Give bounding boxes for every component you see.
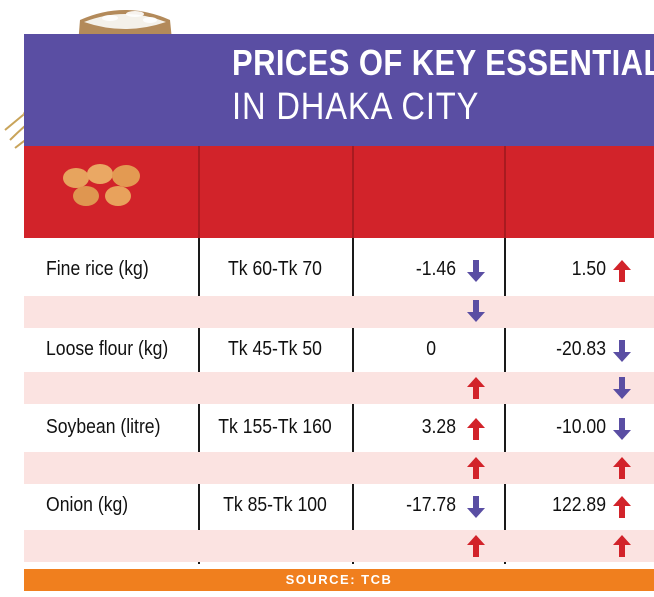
arrow-up-icon: [467, 377, 485, 399]
arrow-down-icon: [613, 377, 631, 399]
item-label-soybean: Soybean (litre): [46, 416, 161, 438]
title-line-1: PRICES OF KEY ESSENTIALS: [232, 42, 654, 83]
arrow-down-icon: [467, 300, 485, 322]
item-label-loose-flour: Loose flour (kg): [46, 338, 169, 360]
arrow-up-icon: [613, 260, 631, 282]
change2-soybean: -10.00: [556, 416, 606, 438]
price-fine-rice: Tk 60-Tk 70: [228, 258, 322, 280]
source-band: SOURCE: TCB: [24, 569, 654, 591]
column-divider-2: [352, 150, 354, 564]
source-text: SOURCE: TCB: [285, 572, 393, 587]
change1-soybean: 3.28: [421, 416, 456, 438]
header-divider-3: [504, 146, 506, 238]
arrow-up-icon: [613, 457, 631, 479]
change1-fine-rice: -1.46: [415, 258, 456, 280]
header-divider-1: [198, 146, 200, 238]
header-divider-2: [352, 146, 354, 238]
price-loose-flour: Tk 45-Tk 50: [228, 338, 322, 360]
arrow-down-icon: [613, 418, 631, 440]
change2-fine-rice: 1.50: [571, 258, 606, 280]
eggs-icon: [63, 164, 140, 206]
price-soybean: Tk 155-Tk 160: [218, 416, 332, 438]
title-line-2: IN DHAKA CITY: [232, 86, 480, 128]
item-label-onion: Onion (kg): [46, 494, 129, 516]
arrow-up-icon: [467, 418, 485, 440]
change1-onion: -17.78: [406, 494, 456, 516]
arrow-down-icon: [467, 496, 485, 518]
item-label-fine-rice: Fine rice (kg): [46, 258, 149, 280]
arrow-down-icon: [467, 260, 485, 282]
price-onion: Tk 85-Tk 100: [223, 494, 327, 516]
change2-onion: 122.89: [552, 494, 606, 516]
change2-loose-flour: -20.83: [556, 338, 606, 360]
arrow-up-icon: [613, 535, 631, 557]
title-band: [24, 34, 654, 146]
arrow-down-icon: [613, 340, 631, 362]
column-divider-3: [504, 150, 506, 564]
change1-loose-flour: 0: [426, 338, 436, 360]
row-separator-band: [24, 530, 654, 562]
arrow-up-icon: [467, 457, 485, 479]
row-separator-band: [24, 372, 654, 404]
row-separator-band: [24, 452, 654, 484]
column-divider-1: [198, 150, 200, 564]
arrow-up-icon: [613, 496, 631, 518]
row-separator-band: [24, 296, 654, 328]
arrow-up-icon: [467, 535, 485, 557]
